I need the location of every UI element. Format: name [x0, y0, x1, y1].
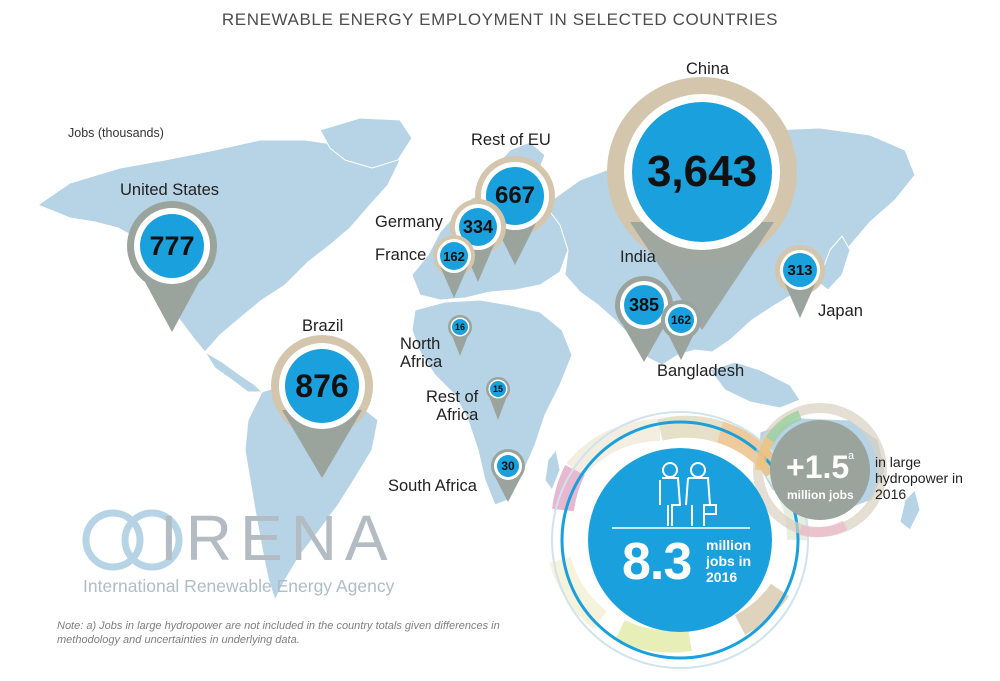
greenland-shape [319, 117, 413, 169]
label-brazil: Brazil [302, 317, 344, 335]
pin-restafrica [486, 377, 510, 420]
pin-brazil [271, 335, 373, 478]
total-bubble [588, 448, 772, 632]
pin-france [433, 235, 475, 298]
workers-icon [659, 462, 717, 526]
page-title: RENEWABLE ENERGY EMPLOYMENT IN SELECTED … [221, 10, 779, 29]
madagascar-shape [544, 448, 561, 492]
pin-japan [775, 245, 825, 318]
label-restafrica: Rest of Africa [426, 388, 479, 424]
label-germany: Germany [375, 213, 443, 231]
label-usa: United States [120, 181, 220, 199]
pin-india [615, 276, 673, 362]
pin-northafrica [448, 315, 472, 356]
irena-logo-text: IRENA [160, 502, 396, 574]
agency-name: International Renewable Energy Agency [83, 576, 395, 596]
hydro-number: +1.5 [786, 449, 850, 485]
footnote: Note: a) Jobs in large hydropower are no… [57, 620, 500, 646]
unit-label: Jobs (thousands) [68, 126, 164, 140]
hydro-unit: million jobs [787, 488, 854, 502]
label-bangladesh: Bangladesh [657, 362, 745, 380]
total-unit: million jobs in 2016 [706, 537, 752, 585]
pin-bangladesh [661, 300, 701, 360]
se-asia-shape [709, 361, 801, 409]
label-india: India [620, 248, 656, 266]
pin-germany [450, 199, 506, 282]
hydro-note: in large hydropower in 2016 [875, 454, 963, 502]
label-france: France [375, 246, 427, 264]
label-china: China [686, 60, 730, 78]
hydro-bubble [770, 420, 870, 520]
pin-usa [127, 201, 217, 332]
hydro-superscript: a [848, 450, 855, 462]
new-zealand-shape [899, 489, 921, 531]
pin-southafrica [491, 449, 525, 502]
label-resteu: Rest of EU [471, 131, 551, 149]
irena-logo-mark [82, 509, 183, 571]
north-america-shape [36, 139, 401, 353]
label-northafrica: North Africa [400, 335, 443, 371]
label-southafrica: South Africa [388, 477, 477, 495]
central-america-shape [204, 351, 264, 393]
label-japan: Japan [818, 302, 863, 320]
pin-china [607, 77, 797, 330]
total-number: 8.3 [622, 533, 692, 591]
